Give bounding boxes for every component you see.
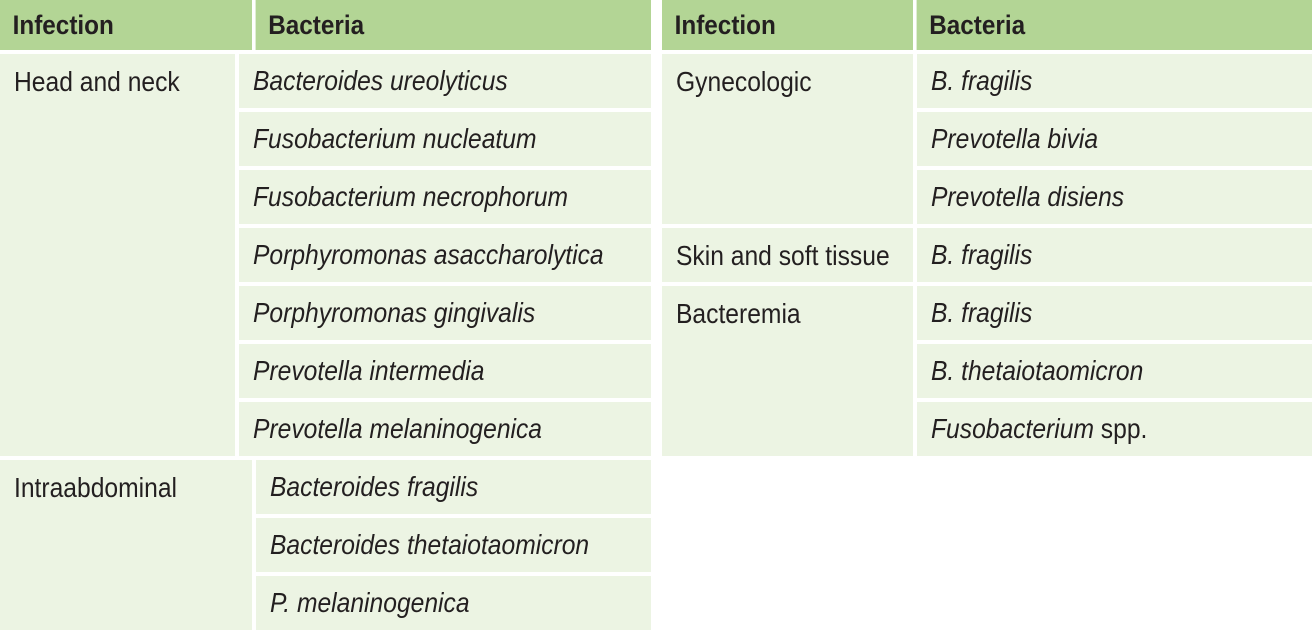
bacteria-column-header: Bacteria <box>252 0 611 50</box>
bacteria-cell: Prevotella intermedia <box>238 344 651 398</box>
table-header: Infection Bacteria <box>662 0 1312 50</box>
infection-label: Skin and soft tissue <box>676 240 890 271</box>
bacteria-cell: P. melaninogenica <box>256 576 651 630</box>
infection-column-header: Infection <box>12 10 114 40</box>
infection-cell: Head and neck <box>0 54 235 456</box>
infection-label: Gynecologic <box>676 66 812 97</box>
bacteria-name: P. melaninogenica <box>270 587 470 618</box>
infection-label: Intraabdominal <box>14 472 178 503</box>
bacteria-cell: Bacteroides fragilis <box>256 460 651 514</box>
table-body: Gynecologic B. fragilis Prevotella bivia Pr… <box>662 54 1312 456</box>
bacteria-list: Bacteroides fragilis Bacteroides thetaiot… <box>256 460 651 630</box>
bacteria-name: Fusobacterium <box>931 413 1094 444</box>
bacteria-name: Fusobacterium necrophorum <box>252 181 568 212</box>
bacteria-cell: Prevotella melaninogenica <box>238 402 651 456</box>
bacteria-cell: Prevotella disiens <box>917 170 1312 224</box>
infection-group: Skin and soft tissue B. fragilis <box>662 228 1312 282</box>
table-header: Infection Bacteria <box>0 0 651 50</box>
bacteria-list: B. fragilis B. thetaiotaomicron Fusobacter… <box>917 286 1312 456</box>
bacteria-name: Bacteroides ureolyticus <box>252 65 508 96</box>
table-body: Head and neck Bacteroides ureolyticus Fuso… <box>0 54 651 630</box>
bacteria-cell: Fusobacterium necrophorum <box>238 170 651 224</box>
bacteria-list: B. fragilis <box>917 228 1312 282</box>
bacteria-name: B. fragilis <box>931 297 1033 328</box>
bacteria-name: Porphyromonas asaccharolytica <box>252 239 604 270</box>
bacteria-cell: B. fragilis <box>917 286 1312 340</box>
bacteria-cell: Porphyromonas asaccharolytica <box>238 228 651 282</box>
bacteria-cell: B. fragilis <box>917 228 1312 282</box>
infection-group: Gynecologic B. fragilis Prevotella bivia Pr… <box>662 54 1312 224</box>
bacteria-name: Bacteroides thetaiotaomicron <box>270 529 590 560</box>
bacteria-name: Prevotella intermedia <box>252 355 485 386</box>
infection-label: Bacteremia <box>676 298 801 329</box>
infection-group: Intraabdominal Bacteroides fragilis Bacter… <box>0 460 651 630</box>
infection-cell: Intraabdominal <box>0 460 252 630</box>
infection-label: Head and neck <box>14 66 180 97</box>
left-table: Infection Bacteria Head and neck Bacteroi… <box>0 0 651 630</box>
bacteria-cell: Bacteroides ureolyticus <box>238 54 651 108</box>
bacteria-name: Porphyromonas gingivalis <box>252 297 535 328</box>
bacteria-name: B. fragilis <box>931 65 1033 96</box>
infection-cell: Bacteremia <box>662 286 913 456</box>
bacteria-suffix: spp. <box>1093 413 1148 444</box>
bacteria-list: Bacteroides ureolyticus Fusobacterium nuc… <box>238 54 651 456</box>
bacteria-cell: Porphyromonas gingivalis <box>238 286 651 340</box>
bacteria-name: B. thetaiotaomicron <box>931 355 1144 386</box>
bacteria-cell: Fusobacterium nucleatum <box>238 112 651 166</box>
bacteria-name: Prevotella melaninogenica <box>252 413 542 444</box>
infection-cell: Skin and soft tissue <box>662 228 913 282</box>
bacteria-cell: Fusobacterium spp. <box>917 402 1312 456</box>
bacteria-cell: B. thetaiotaomicron <box>917 344 1312 398</box>
bacteria-list: B. fragilis Prevotella bivia Prevotella di… <box>917 54 1312 224</box>
infection-group: Bacteremia B. fragilis B. thetaiotaomicron… <box>662 286 1312 456</box>
infection-column-header: Infection <box>674 10 776 40</box>
infection-cell: Gynecologic <box>662 54 913 224</box>
bacteria-name: B. fragilis <box>931 239 1033 270</box>
bacteria-name: Bacteroides fragilis <box>270 471 479 502</box>
bacteria-cell: B. fragilis <box>917 54 1312 108</box>
bacteria-cell: Prevotella bivia <box>917 112 1312 166</box>
bacteria-name: Prevotella disiens <box>931 181 1125 212</box>
bacteria-cell: Bacteroides thetaiotaomicron <box>256 518 651 572</box>
bacteria-name: Fusobacterium nucleatum <box>252 123 537 154</box>
bacteria-column-header: Bacteria <box>913 0 1272 50</box>
infection-group: Head and neck Bacteroides ureolyticus Fuso… <box>0 54 651 456</box>
right-table: Infection Bacteria Gynecologic B. fragili… <box>662 0 1312 456</box>
bacteria-name: Prevotella bivia <box>931 123 1099 154</box>
